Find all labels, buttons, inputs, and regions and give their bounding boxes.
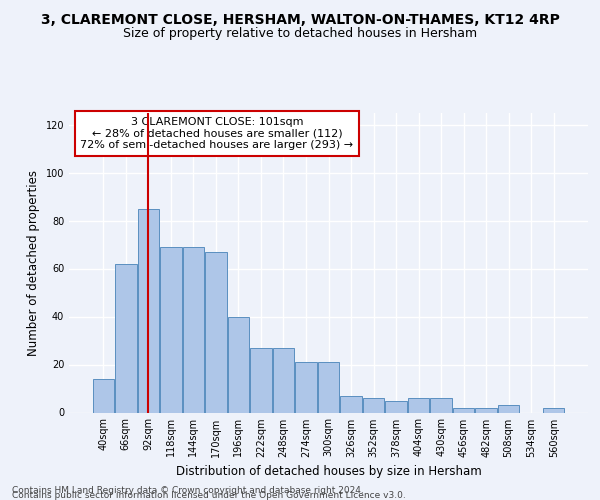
Bar <box>430 398 452 412</box>
Text: 3, CLAREMONT CLOSE, HERSHAM, WALTON-ON-THAMES, KT12 4RP: 3, CLAREMONT CLOSE, HERSHAM, WALTON-ON-T… <box>41 12 559 26</box>
Text: Contains public sector information licensed under the Open Government Licence v3: Contains public sector information licen… <box>12 491 406 500</box>
Bar <box>475 408 497 412</box>
Bar <box>498 406 520 412</box>
Bar <box>273 348 294 412</box>
Bar <box>543 408 565 412</box>
Bar <box>160 247 182 412</box>
Text: 3 CLAREMONT CLOSE: 101sqm
← 28% of detached houses are smaller (112)
72% of semi: 3 CLAREMONT CLOSE: 101sqm ← 28% of detac… <box>80 117 353 150</box>
Bar <box>137 208 159 412</box>
Bar <box>408 398 429 412</box>
Bar <box>115 264 137 412</box>
Bar <box>92 379 114 412</box>
Bar <box>250 348 272 412</box>
Bar <box>228 316 249 412</box>
Bar <box>453 408 475 412</box>
Bar <box>205 252 227 412</box>
Bar <box>340 396 362 412</box>
Y-axis label: Number of detached properties: Number of detached properties <box>27 170 40 356</box>
Bar <box>295 362 317 412</box>
Text: Contains HM Land Registry data © Crown copyright and database right 2024.: Contains HM Land Registry data © Crown c… <box>12 486 364 495</box>
Text: Size of property relative to detached houses in Hersham: Size of property relative to detached ho… <box>123 28 477 40</box>
Bar <box>182 247 204 412</box>
X-axis label: Distribution of detached houses by size in Hersham: Distribution of detached houses by size … <box>176 465 481 478</box>
Bar <box>385 400 407 412</box>
Bar <box>363 398 384 412</box>
Bar <box>318 362 339 412</box>
